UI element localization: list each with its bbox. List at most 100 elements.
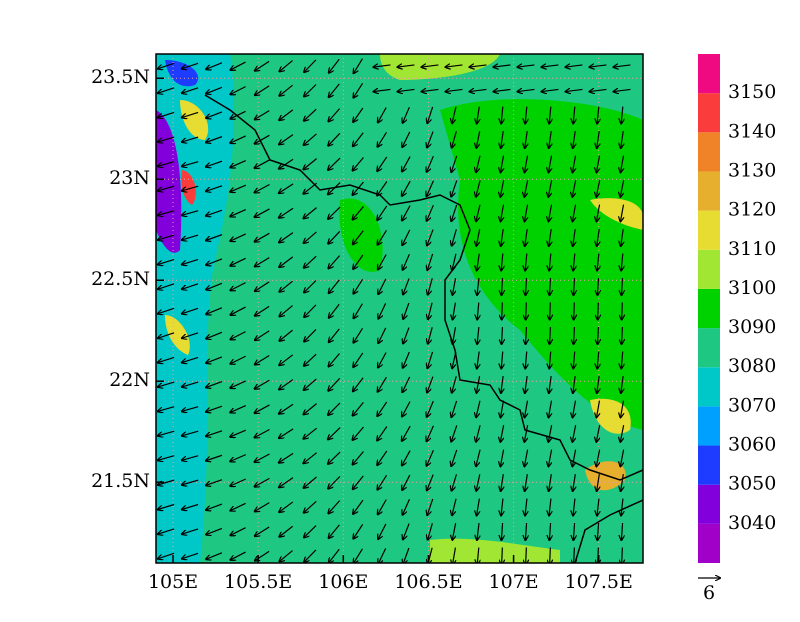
x-tick-label: 105.5E: [224, 571, 292, 593]
wind-arrow: [518, 89, 535, 91]
wind-arrow: [525, 229, 527, 246]
wind-arrow: [182, 185, 199, 191]
wind-arrow: [182, 62, 199, 68]
colorbar-box: [698, 210, 720, 250]
wind-arrow: [230, 86, 246, 95]
wind-arrow: [500, 204, 503, 222]
wind-arrow: [304, 255, 317, 268]
wind-arrow: [620, 204, 623, 222]
wind-arrow: [403, 547, 410, 563]
wind-arrow: [620, 425, 623, 442]
wind-arrow: [548, 449, 551, 467]
wind-arrow: [182, 430, 199, 436]
wind-arrow: [254, 428, 270, 438]
wind-arrow: [353, 426, 364, 440]
wind-arrow: [502, 302, 503, 320]
wind-arrow: [182, 210, 199, 216]
wind-arrow: [206, 86, 223, 93]
wind-arrow: [303, 158, 317, 170]
wind-arrow: [452, 229, 457, 245]
wind-arrow: [476, 180, 481, 196]
wind-arrow: [304, 108, 317, 121]
wind-arrow: [621, 351, 622, 369]
wind-arrow: [230, 61, 246, 70]
wind-arrow: [427, 155, 434, 172]
wind-arrow: [328, 230, 341, 243]
wind-arrow: [573, 474, 576, 491]
wind-arrow: [597, 522, 598, 540]
wind-arrow: [573, 253, 575, 271]
wind-arrow: [526, 302, 527, 320]
wind-arrow: [453, 302, 456, 320]
wind-arrow: [279, 207, 294, 217]
wind-arrow: [596, 204, 599, 222]
wind-arrow: [182, 455, 199, 461]
wind-arrow: [279, 403, 294, 413]
wind-arrow: [427, 400, 434, 417]
wind-arrow: [566, 65, 583, 67]
wind-arrow: [451, 155, 458, 172]
wind-arrow: [255, 159, 270, 168]
wind-arrow: [427, 351, 434, 368]
wind-arrow: [304, 329, 317, 341]
wind-arrow: [524, 180, 529, 197]
wind-arrow: [158, 62, 175, 68]
wind-arrow: [620, 180, 625, 197]
wind-arrow: [303, 452, 317, 464]
wind-arrow: [255, 305, 270, 315]
field-patch: [180, 100, 209, 140]
wind-arrow: [328, 157, 341, 170]
colorbar-box: [698, 93, 720, 133]
wind-arrow: [206, 185, 223, 191]
wind-arrow: [403, 253, 410, 270]
wind-arrow: [158, 185, 175, 191]
wind-arrow: [255, 550, 270, 560]
wind-arrow: [525, 375, 527, 393]
wind-arrow: [353, 402, 364, 415]
wind-arrow: [378, 376, 387, 392]
wind-arrow: [354, 548, 363, 563]
wind-arrow: [427, 131, 434, 148]
colorbar-box: [698, 523, 720, 563]
wind-arrow: [158, 381, 175, 387]
wind-arrow: [501, 253, 503, 271]
wind-arrow: [614, 89, 631, 91]
wind-arrow: [353, 499, 364, 514]
wind-arrow: [452, 474, 458, 490]
wind-arrow: [182, 87, 199, 93]
wind-arrow: [403, 106, 410, 123]
wind-arrow: [304, 476, 317, 488]
wind-arrow: [279, 329, 293, 341]
wind-arrow: [549, 253, 551, 271]
wind-arrow: [158, 503, 175, 510]
wind-arrow: [422, 65, 439, 67]
wind-arrow: [525, 522, 526, 540]
wind-arrow: [621, 474, 624, 491]
colorbar-box: [698, 54, 720, 94]
wind-arrow: [353, 107, 364, 122]
wind-arrow: [572, 449, 575, 467]
wind-arrow: [328, 108, 341, 122]
colorbar-label: 3060: [728, 434, 776, 456]
wind-arrow: [477, 326, 479, 344]
wind-arrow: [158, 283, 175, 289]
wind-arrow: [494, 65, 511, 67]
y-tick-label: 23.5N: [91, 66, 150, 88]
wind-arrow: [378, 131, 387, 146]
wind-arrow: [524, 425, 527, 442]
wind-arrow: [525, 474, 528, 491]
wind-arrow: [446, 65, 463, 67]
wind-arrow: [255, 134, 270, 143]
wind-arrow: [572, 425, 575, 442]
wind-arrow: [573, 229, 575, 246]
contour-field: [156, 54, 643, 563]
wind-arrow: [501, 474, 504, 491]
colorbar-label: 3040: [728, 512, 776, 534]
wind-arrow: [158, 234, 175, 240]
colorbar-label: 3070: [728, 394, 776, 416]
wind-arrow: [476, 400, 481, 418]
wind-arrow: [502, 547, 503, 563]
wind-arrow: [597, 498, 599, 516]
wind-arrow: [596, 425, 599, 442]
wind-arrow: [230, 184, 247, 192]
